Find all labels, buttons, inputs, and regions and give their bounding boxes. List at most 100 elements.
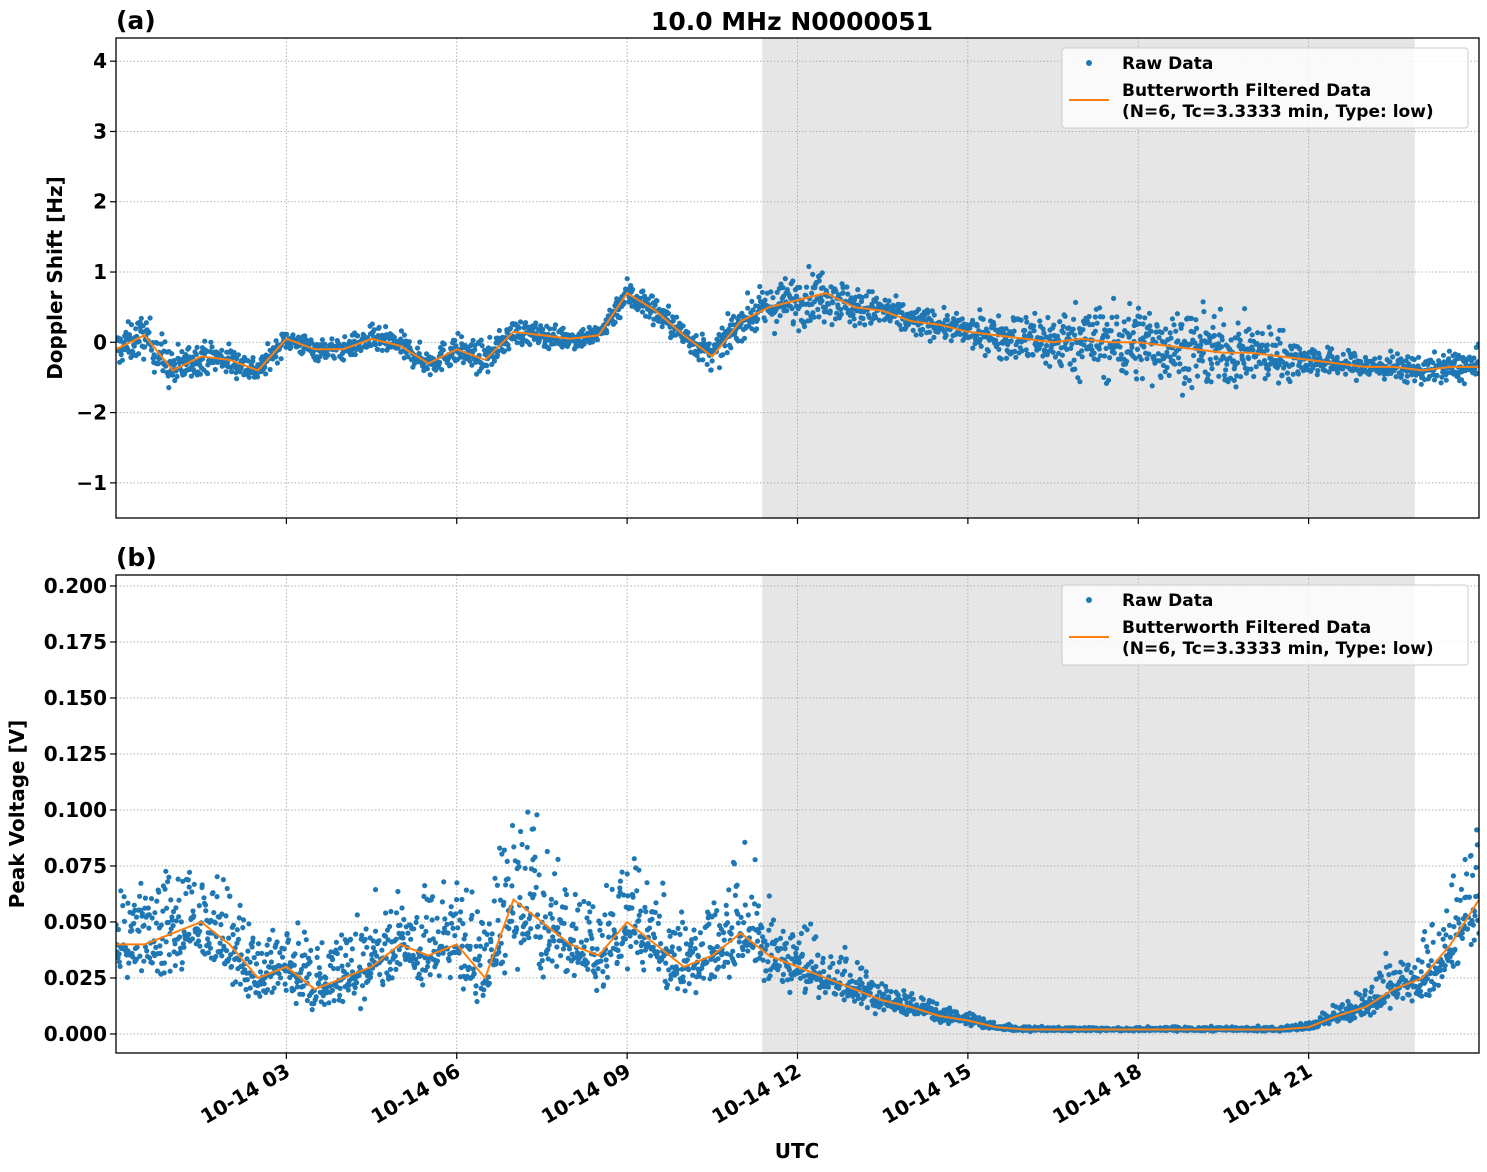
raw-data-point bbox=[586, 919, 592, 925]
raw-data-point bbox=[1111, 350, 1117, 356]
raw-data-point bbox=[523, 920, 529, 926]
raw-data-point bbox=[669, 964, 675, 970]
raw-data-point bbox=[1459, 377, 1465, 383]
raw-data-point bbox=[712, 912, 718, 918]
raw-data-point bbox=[309, 340, 315, 346]
raw-data-point bbox=[1209, 366, 1215, 372]
raw-data-point bbox=[1440, 352, 1447, 358]
raw-data-point bbox=[855, 995, 862, 1002]
raw-data-point bbox=[636, 912, 642, 918]
raw-data-point bbox=[590, 904, 596, 910]
raw-data-point bbox=[1204, 376, 1211, 382]
raw-data-point bbox=[789, 306, 795, 312]
raw-data-point bbox=[750, 307, 756, 313]
raw-data-point bbox=[227, 893, 233, 899]
raw-data-point bbox=[1073, 299, 1079, 305]
raw-data-point bbox=[893, 293, 899, 299]
raw-data-point bbox=[561, 920, 567, 927]
raw-data-point bbox=[197, 943, 203, 949]
raw-data-point bbox=[406, 339, 412, 345]
raw-data-point bbox=[1175, 355, 1182, 361]
raw-data-point bbox=[1352, 353, 1358, 359]
raw-data-point bbox=[873, 295, 880, 301]
raw-data-point bbox=[233, 979, 239, 985]
raw-data-point bbox=[804, 927, 810, 933]
raw-data-point bbox=[419, 924, 425, 930]
raw-data-point bbox=[481, 987, 487, 993]
raw-data-point bbox=[671, 952, 677, 958]
raw-data-point bbox=[353, 931, 359, 937]
raw-data-point bbox=[1019, 348, 1025, 354]
raw-data-point bbox=[810, 271, 816, 277]
raw-data-point bbox=[505, 342, 511, 348]
raw-data-point bbox=[1072, 332, 1078, 338]
raw-data-point bbox=[584, 915, 590, 921]
raw-data-point bbox=[594, 337, 601, 343]
raw-data-point bbox=[181, 944, 187, 950]
raw-data-point bbox=[1200, 299, 1206, 305]
raw-data-point bbox=[219, 953, 225, 959]
raw-data-point bbox=[560, 946, 567, 952]
raw-data-point bbox=[716, 964, 722, 970]
raw-data-point bbox=[129, 927, 135, 934]
raw-data-point bbox=[517, 894, 523, 901]
raw-data-point bbox=[226, 341, 232, 347]
raw-data-point bbox=[604, 974, 611, 981]
raw-data-point bbox=[1043, 360, 1049, 366]
raw-data-point bbox=[304, 997, 310, 1004]
raw-data-point bbox=[414, 960, 420, 966]
raw-data-point bbox=[328, 949, 334, 955]
raw-data-point bbox=[345, 962, 351, 968]
raw-data-point bbox=[210, 890, 216, 896]
raw-data-point bbox=[1214, 360, 1221, 366]
raw-data-point bbox=[597, 920, 603, 927]
raw-data-point bbox=[290, 332, 296, 338]
raw-data-point bbox=[377, 971, 383, 978]
raw-data-point bbox=[667, 933, 673, 939]
raw-data-point bbox=[456, 950, 462, 956]
raw-data-point bbox=[1387, 359, 1393, 365]
raw-data-point bbox=[822, 989, 829, 996]
raw-data-point bbox=[376, 938, 382, 944]
raw-data-point bbox=[943, 332, 949, 338]
raw-data-point bbox=[776, 963, 783, 969]
raw-data-point bbox=[696, 357, 702, 363]
raw-data-point bbox=[362, 936, 368, 943]
raw-data-point bbox=[155, 361, 161, 367]
raw-data-point bbox=[230, 922, 237, 928]
raw-data-point bbox=[209, 344, 215, 350]
raw-data-point bbox=[1071, 357, 1077, 363]
raw-data-point bbox=[1222, 372, 1228, 378]
raw-data-point bbox=[675, 986, 681, 992]
raw-data-point bbox=[520, 913, 526, 919]
raw-data-point bbox=[920, 326, 926, 332]
raw-data-point bbox=[745, 305, 751, 311]
raw-data-point bbox=[1390, 354, 1396, 360]
raw-data-point bbox=[1080, 327, 1086, 333]
raw-data-point bbox=[354, 912, 360, 918]
raw-data-point bbox=[760, 934, 766, 940]
raw-data-point bbox=[517, 319, 524, 325]
raw-data-point bbox=[348, 957, 354, 963]
raw-data-point bbox=[1175, 338, 1181, 344]
raw-data-point bbox=[614, 941, 620, 947]
raw-data-point bbox=[670, 314, 676, 320]
raw-data-point bbox=[250, 935, 256, 941]
raw-data-point bbox=[1092, 314, 1098, 320]
y-tick-label: 1 bbox=[93, 260, 107, 284]
raw-data-point bbox=[457, 354, 463, 360]
raw-data-point bbox=[396, 947, 402, 953]
raw-data-point bbox=[600, 969, 606, 975]
raw-data-point bbox=[495, 348, 501, 355]
raw-data-point bbox=[835, 292, 842, 298]
raw-data-point bbox=[506, 925, 512, 932]
raw-data-point bbox=[284, 331, 290, 337]
raw-data-point bbox=[840, 290, 846, 296]
raw-data-point bbox=[749, 298, 755, 304]
raw-data-point bbox=[1059, 352, 1065, 358]
raw-data-point bbox=[501, 348, 508, 354]
raw-data-point bbox=[159, 331, 165, 337]
raw-data-point bbox=[741, 335, 748, 341]
raw-data-point bbox=[293, 1000, 299, 1007]
